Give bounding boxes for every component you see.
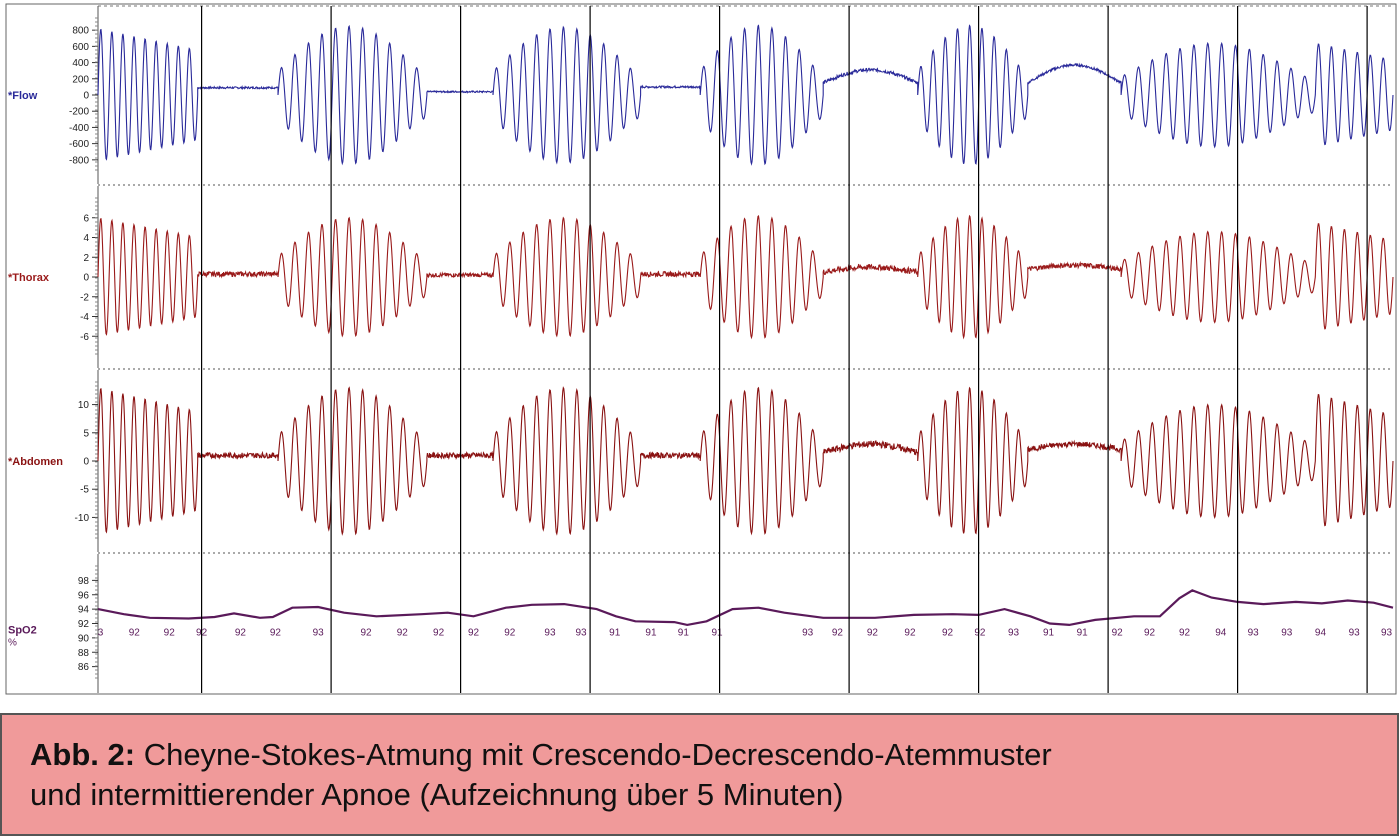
- y-tick-label: 5: [83, 428, 89, 439]
- y-tick-label: -10: [75, 513, 90, 524]
- spo2-value-label: 92: [433, 628, 445, 639]
- waveform-abdomen: [97, 386, 1394, 536]
- spo2-trend-line: [97, 589, 1394, 627]
- spo2-value-label: 91: [645, 628, 657, 639]
- spo2-value-label: 92: [974, 628, 986, 639]
- spo2-value-label: 92: [1179, 628, 1191, 639]
- y-tick-label: 600: [72, 42, 89, 53]
- spo2-value-label: 92: [361, 628, 373, 639]
- y-tick-label: 90: [78, 633, 90, 644]
- spo2-value-label: 92: [1144, 628, 1156, 639]
- y-tick-label: 10: [78, 400, 90, 411]
- spo2-value-label: 92: [1112, 628, 1124, 639]
- y-tick-label: 0: [83, 457, 89, 468]
- spo2-value-label: 92: [904, 628, 916, 639]
- y-tick-label: 96: [78, 590, 90, 601]
- y-tick-label: -6: [80, 332, 89, 343]
- y-tick-label: 4: [83, 233, 89, 244]
- spo2-value-label: 93: [544, 628, 556, 639]
- spo2-value-label: 94: [1215, 628, 1227, 639]
- chart-panels: 800 600 400 200 0 -200 -400 -600 -800 *Flow 6 4 2 0 -2…: [8, 6, 1394, 693]
- panel-abdomen: 10 5 0 -5 -10 *Abdomen: [8, 368, 1394, 552]
- channel-label-spo2: SpO2: [8, 625, 37, 637]
- panel-thorax: 6 4 2 0 -2 -4 -6 *Thorax: [8, 184, 1394, 368]
- spo2-value-label: 92: [397, 628, 409, 639]
- y-tick-label: 98: [78, 576, 90, 587]
- spo2-value-label: 92: [235, 628, 247, 639]
- y-tick-label: -800: [69, 155, 89, 166]
- spo2-value-label: 92: [867, 628, 879, 639]
- spo2-value-label: 92: [942, 628, 954, 639]
- y-tick-label: 92: [78, 619, 90, 630]
- channel-label-abdomen: *Abdomen: [8, 456, 63, 468]
- waveform-flow: [97, 24, 1394, 166]
- channel-unit-spo2: %: [8, 638, 17, 649]
- spo2-value-label: 91: [711, 628, 723, 639]
- spo2-value-label: 92: [164, 628, 176, 639]
- spo2-value-label: 91: [1077, 628, 1089, 639]
- y-tick-label: 200: [72, 74, 89, 85]
- y-tick-label: -2: [80, 292, 89, 303]
- y-tick-label: 88: [78, 648, 90, 659]
- figure-caption: Abb. 2: Cheyne-Stokes-Atmung mit Crescen…: [0, 713, 1399, 836]
- waveform-thorax: [97, 214, 1394, 340]
- y-tick-label: 94: [78, 605, 90, 616]
- y-tick-label: -4: [80, 312, 89, 323]
- epoch-markers: [201, 6, 1368, 693]
- y-tick-label: 400: [72, 58, 89, 69]
- spo2-value-label: 93: [575, 628, 587, 639]
- spo2-value-label: 91: [678, 628, 690, 639]
- y-tick-label: -5: [80, 485, 89, 496]
- spo2-value-label: 91: [609, 628, 621, 639]
- y-tick-label: 0: [83, 91, 89, 102]
- spo2-value-label: 92: [270, 628, 282, 639]
- plot-frame: [5, 3, 1397, 695]
- panel-flow: 800 600 400 200 0 -200 -400 -600 -800 *Flow: [8, 6, 1394, 184]
- spo2-value-label: 93: [313, 628, 325, 639]
- caption-line-1: Abb. 2: Cheyne-Stokes-Atmung mit Crescen…: [30, 735, 1397, 775]
- channel-label-flow: *Flow: [8, 90, 38, 102]
- spo2-value-label: 93: [1349, 628, 1361, 639]
- spo2-value-label: 3: [98, 628, 104, 639]
- spo2-value-label: 93: [1248, 628, 1260, 639]
- spo2-value-label: 93: [1008, 628, 1020, 639]
- spo2-value-label: 92: [468, 628, 480, 639]
- spo2-value-label: 92: [129, 628, 141, 639]
- y-tick-label: 800: [72, 26, 89, 37]
- y-tick-label: 2: [83, 253, 89, 264]
- y-tick-label: -400: [69, 123, 89, 134]
- spo2-value-label: 93: [802, 628, 814, 639]
- y-tick-label: 86: [78, 662, 90, 673]
- channel-label-thorax: *Thorax: [8, 272, 50, 284]
- caption-text-1: Cheyne-Stokes-Atmung mit Crescendo-Decre…: [143, 737, 1052, 772]
- y-tick-label: -600: [69, 139, 89, 150]
- y-tick-label: 6: [83, 213, 89, 224]
- spo2-value-label: 92: [504, 628, 516, 639]
- y-tick-label: -200: [69, 107, 89, 118]
- spo2-value-label: 92: [832, 628, 844, 639]
- caption-lead: Abb. 2:: [30, 737, 136, 772]
- spo2-value-label: 93: [1281, 628, 1293, 639]
- caption-line-2: und intermittierender Apnoe (Aufzeichnun…: [30, 777, 844, 812]
- spo2-value-label: 93: [1381, 628, 1393, 639]
- y-tick-label: 0: [83, 273, 89, 284]
- panel-spo2: 98 96 94 92 90 88 86 SpO2% 3 92 92 92 92 92 93 92 92 92 92…: [8, 552, 1394, 693]
- spo2-value-label: 94: [1315, 628, 1327, 639]
- spo2-value-label: 91: [1043, 628, 1055, 639]
